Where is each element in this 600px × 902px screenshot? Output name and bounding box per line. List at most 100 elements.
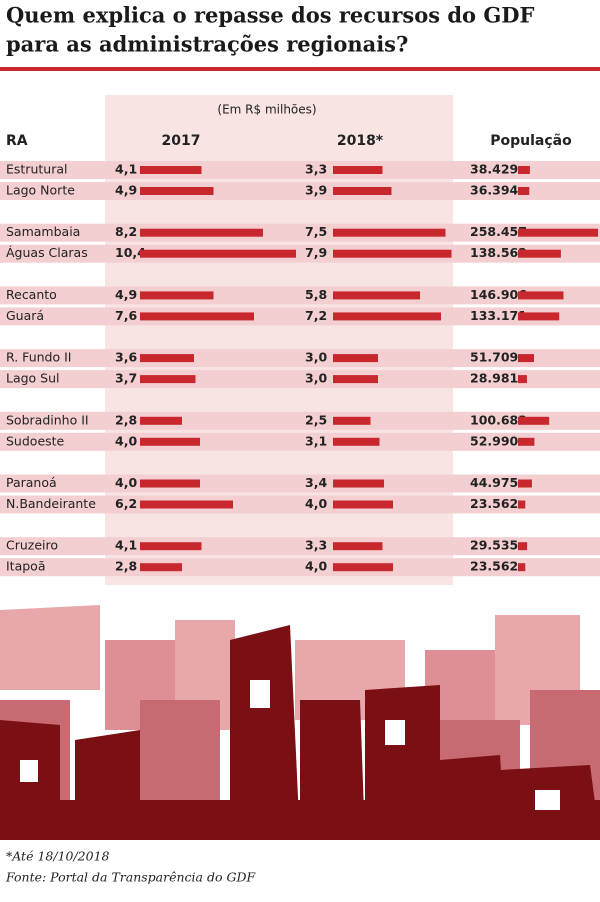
- title-rule: [0, 67, 600, 71]
- bar: [140, 563, 182, 572]
- value-label: 4,0: [305, 496, 327, 511]
- row-band: [0, 558, 600, 577]
- value-label: 146.906: [470, 287, 527, 302]
- value-label: 38.429: [470, 162, 518, 177]
- bar: [140, 479, 200, 488]
- value-label: 138.562: [470, 245, 527, 260]
- bar: [333, 563, 393, 572]
- row-band: [0, 537, 600, 556]
- bar: [333, 500, 393, 509]
- value-label: 3,7: [115, 371, 137, 386]
- row-band: [0, 307, 600, 326]
- value-label: 10,4: [115, 245, 146, 260]
- chart-title-line-1: Quem explica o repasse dos recursos do G…: [6, 3, 535, 28]
- chart-title-line-2: para as administrações regionais?: [6, 32, 408, 57]
- row-band: [0, 182, 600, 200]
- value-label: 5,8: [305, 287, 327, 302]
- row-band: [0, 244, 600, 263]
- row-band: [0, 411, 600, 430]
- row-band: [0, 370, 600, 389]
- bar: [140, 437, 200, 446]
- bar: [518, 375, 527, 384]
- category-label: R. Fundo II: [6, 350, 71, 365]
- bar: [140, 416, 182, 425]
- bar: [333, 312, 441, 321]
- value-label: 36.394: [470, 183, 519, 198]
- category-label: Águas Claras: [6, 245, 88, 260]
- value-label: 4,0: [115, 433, 137, 448]
- category-label: N.Bandeirante: [6, 496, 96, 511]
- category-label: Recanto: [6, 287, 57, 302]
- bar: [140, 312, 254, 321]
- bar: [518, 291, 564, 300]
- category-label: Guará: [6, 308, 44, 323]
- footnote: *Até 18/10/2018: [6, 849, 110, 864]
- bar: [518, 228, 598, 237]
- category-label: Estrutural: [6, 162, 67, 177]
- value-label: 2,8: [115, 412, 137, 427]
- bar: [333, 166, 383, 174]
- column-header: 2018*: [337, 133, 384, 149]
- value-label: 7,6: [115, 308, 137, 323]
- category-label: Sobradinho II: [6, 412, 89, 427]
- bar: [518, 500, 526, 509]
- category-label: Sudoeste: [6, 433, 65, 448]
- row-band: [0, 223, 600, 242]
- bar: [518, 166, 530, 174]
- bar: [333, 291, 420, 300]
- bar: [140, 375, 196, 384]
- ground: [0, 800, 600, 840]
- bar: [518, 437, 535, 446]
- bar: [140, 228, 263, 237]
- bar: [518, 354, 535, 363]
- window: [250, 680, 270, 708]
- value-label: 100.683: [470, 412, 527, 427]
- bar: [140, 249, 296, 258]
- value-label: 2,8: [115, 559, 137, 574]
- bar: [518, 187, 530, 195]
- value-label: 4,0: [115, 475, 137, 490]
- bar: [333, 228, 446, 237]
- row-band: [0, 349, 600, 368]
- row-band: [0, 495, 600, 514]
- value-label: 28.981: [470, 371, 518, 386]
- value-label: 6,2: [115, 496, 137, 511]
- category-header: RA: [6, 133, 28, 149]
- bar: [140, 291, 214, 300]
- bar: [333, 437, 380, 446]
- row-band: [0, 432, 600, 451]
- bar: [140, 542, 202, 551]
- skyline: [0, 600, 600, 840]
- bar: [140, 166, 202, 174]
- value-label: 2,5: [305, 412, 327, 427]
- window: [535, 790, 560, 810]
- value-label: 51.709: [470, 350, 518, 365]
- category-label: Cruzeiro: [6, 538, 58, 553]
- value-label: 3,0: [305, 371, 327, 386]
- bar: [333, 542, 383, 551]
- column-header: População: [490, 133, 572, 149]
- bar: [140, 354, 194, 363]
- value-label: 7,5: [305, 224, 327, 239]
- bar: [333, 354, 378, 363]
- value-label: 44.975: [470, 475, 518, 490]
- building: [230, 625, 300, 840]
- row-band: [0, 286, 600, 305]
- source: Fonte: Portal da Transparência do GDF: [5, 870, 256, 885]
- value-label: 3,9: [305, 183, 327, 198]
- value-label: 23.562: [470, 496, 518, 511]
- column-header: 2017: [162, 133, 201, 149]
- bar: [518, 249, 561, 258]
- window: [385, 720, 405, 745]
- row-bands: [0, 161, 600, 577]
- value-label: 4,1: [115, 162, 137, 177]
- value-label: 52.990: [470, 433, 519, 448]
- value-label: 4,9: [115, 287, 137, 302]
- value-label: 3,3: [305, 538, 327, 553]
- unit-note: (Em R$ milhões): [217, 103, 316, 117]
- bar: [518, 416, 550, 425]
- category-label: Lago Norte: [6, 183, 75, 198]
- bar: [333, 416, 371, 425]
- category-label: Itapoã: [6, 559, 46, 574]
